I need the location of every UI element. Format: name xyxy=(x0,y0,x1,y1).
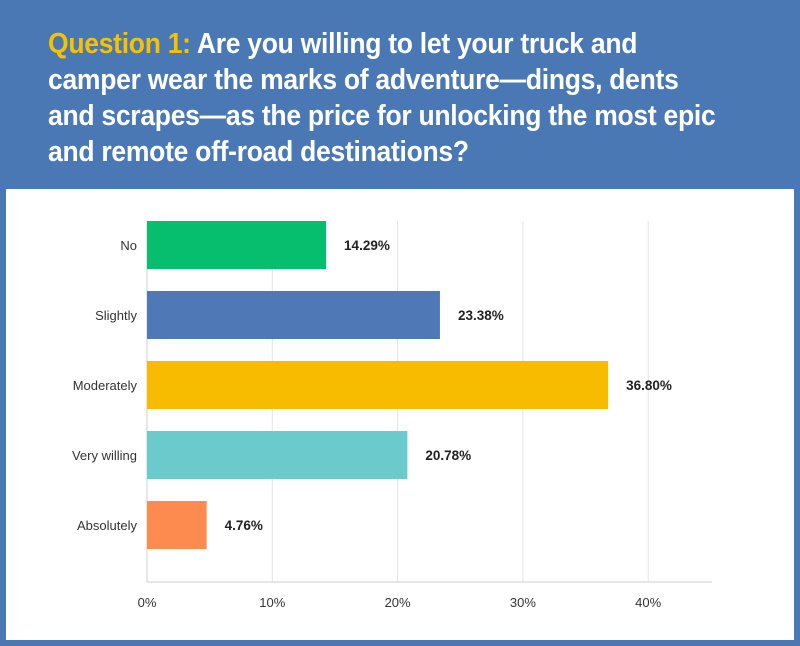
value-label-2: 36.80% xyxy=(626,378,672,393)
x-tick-label-1: 10% xyxy=(259,595,285,610)
bar-2 xyxy=(147,361,609,409)
chart-panel: 0% 10% 20% 30% 40% No 14.29% Slightly 23.38% Mode… xyxy=(6,189,794,640)
x-tick-label-4: 40% xyxy=(635,595,661,610)
category-label-0: No xyxy=(120,238,137,253)
x-tick-label-0: 0% xyxy=(138,595,157,610)
bar-chart: 0% 10% 20% 30% 40% No 14.29% Slightly 23.38% Mode… xyxy=(72,221,712,610)
bar-4 xyxy=(147,501,207,549)
category-label-2: Moderately xyxy=(73,378,138,393)
category-label-4: Absolutely xyxy=(77,518,137,533)
header: Question 1: Are you willing to let your … xyxy=(0,0,800,188)
question-title: Question 1: Are you willing to let your … xyxy=(48,26,718,170)
question-text: Are you willing to let your truck and ca… xyxy=(48,28,716,168)
value-label-1: 23.38% xyxy=(458,308,504,323)
value-label-4: 4.76% xyxy=(225,518,263,533)
bar-1 xyxy=(147,291,440,339)
x-tick-label-2: 20% xyxy=(385,595,411,610)
bar-0 xyxy=(147,221,327,269)
x-tick-label-3: 30% xyxy=(510,595,536,610)
value-label-3: 20.78% xyxy=(425,448,471,463)
category-label-1: Slightly xyxy=(95,308,137,323)
question-prefix: Question 1: xyxy=(48,28,191,60)
value-label-0: 14.29% xyxy=(344,238,390,253)
bar-3 xyxy=(147,431,408,479)
category-label-3: Very willing xyxy=(72,448,137,463)
